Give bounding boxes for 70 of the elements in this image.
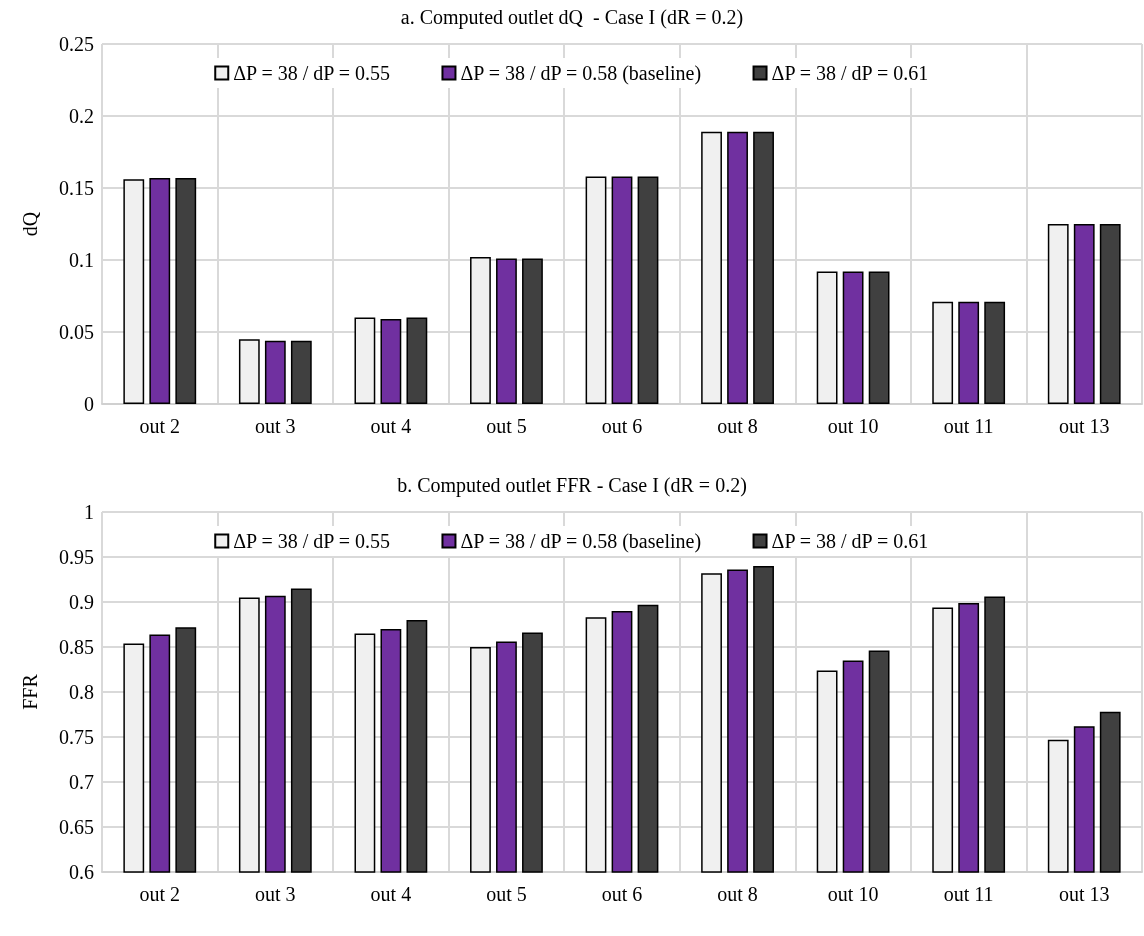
legend-label: ΔP = 38 / dP = 0.55 (233, 62, 390, 84)
y-tick-label: 0.1 (69, 249, 94, 271)
bar (868, 271, 890, 404)
y-tick-label: 0.6 (69, 861, 94, 883)
x-tick-label: out 10 (827, 415, 879, 437)
x-tick-label: out 13 (1058, 883, 1110, 905)
bar (611, 176, 633, 404)
bar (175, 177, 197, 404)
chart-title: a. Computed outlet dQ - Case I (dR = 0.2) (400, 6, 744, 29)
x-tick-label: out 11 (943, 415, 994, 437)
x-tick-label: out 2 (139, 883, 181, 905)
bar (522, 258, 543, 404)
legend-label: ΔP = 38 / dP = 0.58 (baseline) (460, 62, 702, 85)
legend-label: ΔP = 38 / dP = 0.55 (233, 530, 390, 552)
bar (701, 131, 722, 404)
x-tick-label: out 3 (255, 883, 296, 905)
bar (1073, 224, 1095, 404)
y-tick-label: 0 (84, 393, 94, 415)
y-tick-label: 0.05 (59, 321, 94, 343)
bar (123, 179, 145, 404)
x-tick-label: out 2 (139, 415, 181, 437)
y-tick-label: 1 (84, 501, 94, 523)
x-tick-label: out 13 (1058, 415, 1110, 437)
bar (842, 271, 864, 404)
bar (354, 317, 376, 404)
y-tick-label: 0.75 (59, 726, 94, 748)
legend-label: ΔP = 38 / dP = 0.61 (771, 530, 929, 552)
bar (380, 319, 402, 404)
bar (585, 176, 607, 404)
y-tick-label: 0.7 (69, 771, 94, 793)
x-tick-label: out 8 (717, 415, 758, 437)
bar (406, 317, 428, 404)
bar (816, 271, 838, 404)
x-tick-label: out 4 (370, 883, 412, 905)
bar (290, 340, 312, 404)
y-tick-label: 0.85 (59, 636, 94, 658)
x-tick-label: out 10 (827, 883, 879, 905)
y-tick-label: 0.95 (59, 546, 94, 568)
x-tick-label: out 5 (486, 415, 527, 437)
x-tick-label: out 6 (601, 415, 643, 437)
y-tick-label: 0.65 (59, 816, 94, 838)
bar (958, 301, 980, 404)
x-tick-label: out 4 (370, 415, 412, 437)
bar (932, 301, 954, 404)
bar (753, 131, 774, 404)
legend-label: ΔP = 38 / dP = 0.61 (771, 62, 929, 84)
bar (149, 177, 171, 404)
bar (496, 258, 517, 404)
bar (637, 176, 659, 404)
x-tick-label: out 8 (717, 883, 758, 905)
bar (1099, 224, 1121, 404)
bar (984, 301, 1006, 404)
bar (1047, 224, 1069, 404)
y-tick-label: 0.25 (59, 33, 94, 55)
x-tick-label: out 5 (486, 883, 527, 905)
y-axis-title: dQ (19, 211, 41, 237)
x-tick-label: out 3 (255, 415, 296, 437)
x-tick-label: out 11 (943, 883, 994, 905)
y-tick-label: 0.15 (59, 177, 94, 199)
x-tick-label: out 6 (601, 883, 643, 905)
y-tick-label: 0.2 (69, 105, 94, 127)
legend-label: ΔP = 38 / dP = 0.58 (baseline) (460, 530, 702, 553)
bar (238, 339, 260, 404)
bar (727, 131, 748, 404)
bar (470, 257, 491, 404)
y-tick-label: 0.8 (69, 681, 94, 703)
bar (264, 340, 286, 404)
chart-title: b. Computed outlet FFR - Case I (dR = 0.2) (397, 474, 747, 497)
y-axis-title: FFR (19, 673, 41, 710)
y-tick-label: 0.9 (69, 591, 94, 613)
